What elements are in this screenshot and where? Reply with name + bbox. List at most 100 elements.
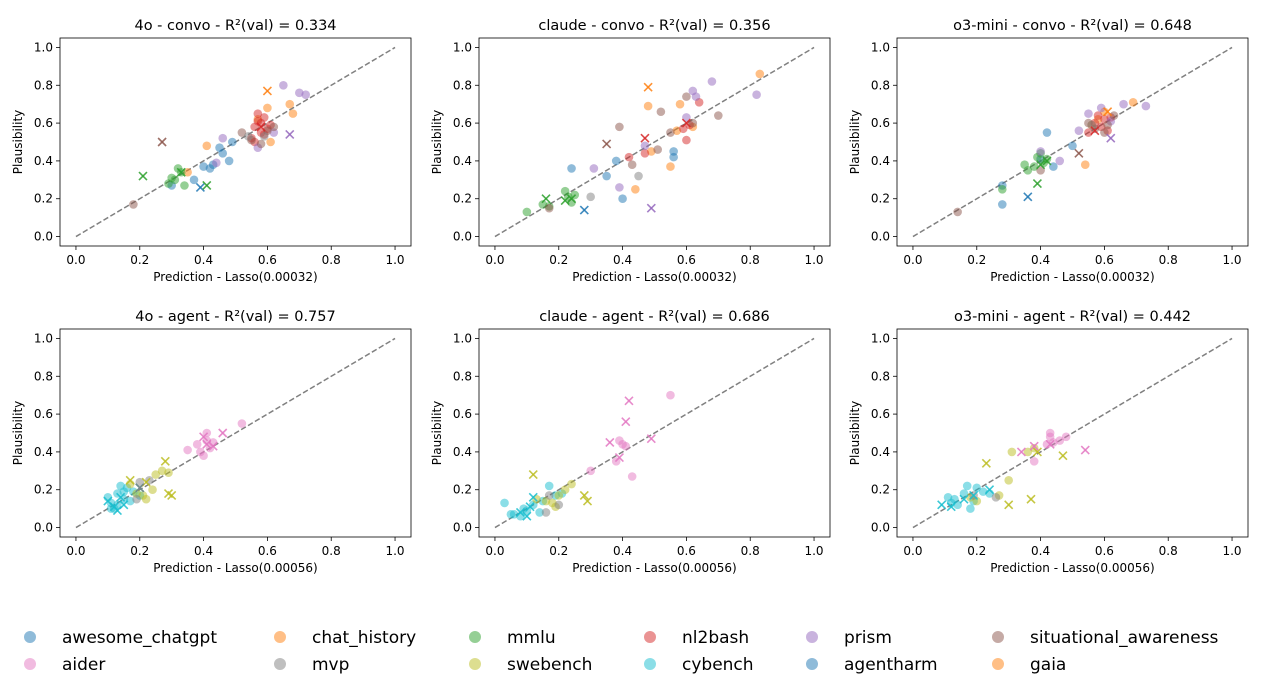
point-x-cybench: [119, 500, 129, 510]
point-prism: [1084, 109, 1093, 118]
y-tick-label: 0.4: [34, 154, 53, 168]
x-axis-label: Prediction - Lasso(0.00032): [990, 270, 1154, 284]
y-axis-label: Plausibility: [11, 110, 25, 175]
x-tick-label: 0.4: [1031, 253, 1050, 267]
point-cybench: [535, 508, 544, 517]
subplot-3: 4o - agent - R²(val) = 0.757 0.0 0.2 0.4 0.6…: [11, 309, 412, 575]
x-tick-label: 0.8: [1159, 544, 1178, 558]
legend-marker: [806, 631, 818, 643]
point-x-aider: [646, 434, 656, 444]
point-nl2bash: [624, 152, 634, 162]
point-x-swebench: [1032, 447, 1042, 457]
point-mmlu: [1023, 166, 1033, 175]
subplot-0: 4o - convo - R²(val) = 0.334 0.0 0.2 0.4 0.6…: [11, 18, 412, 284]
y-tick-label: 0.2: [34, 192, 53, 206]
point-cybench: [959, 489, 969, 498]
y-tick-label: 0.6: [871, 407, 890, 421]
point-situational_awareness: [129, 200, 138, 209]
x-tick-label: 1.0: [385, 253, 404, 267]
x-tick-label: 0.2: [549, 253, 568, 267]
y-tick-label: 0.4: [871, 445, 890, 459]
point-mvp: [1087, 120, 1096, 130]
point-chat_history: [1080, 160, 1090, 169]
point-x-aider: [208, 441, 218, 451]
y-tick-label: 0.2: [34, 483, 53, 497]
point-chat_history: [631, 184, 640, 194]
point-swebench: [141, 494, 151, 504]
y-axis-label: Plausibility: [11, 401, 25, 466]
legend-label: swebench: [507, 655, 592, 675]
point-x-situational_awareness: [1074, 148, 1084, 158]
y-tick-label: 0.4: [34, 445, 53, 459]
y-axis-label: Plausibility: [430, 401, 444, 466]
point-nl2bash: [1093, 111, 1103, 120]
y-tick-label: 0.6: [871, 116, 890, 130]
point-x-mmlu: [202, 180, 212, 191]
axes-frame: [59, 328, 412, 538]
legend-entry: prism: [806, 628, 892, 648]
point-aider: [621, 441, 631, 451]
x-tick-label: 0.8: [322, 253, 341, 267]
y-tick-label: 0.8: [871, 369, 890, 383]
point-prism: [301, 90, 311, 100]
subplot-grid: 4o - convo - R²(val) = 0.334 0.0 0.2 0.4 0.6…: [11, 18, 1249, 575]
legend-entry: cybench: [644, 655, 754, 675]
point-chat_history: [1128, 97, 1138, 107]
axes-frame: [896, 37, 1249, 247]
point-swebench: [164, 468, 173, 478]
point-x-mmlu: [1036, 160, 1046, 170]
point-awesome_chatgpt: [224, 156, 234, 166]
point-prism: [589, 164, 599, 173]
point-aider: [183, 445, 192, 455]
point-x-prism: [285, 129, 295, 140]
y-tick-label: 0.4: [453, 154, 472, 168]
y-tick-label: 1.0: [453, 40, 472, 54]
x-tick-label: 1.0: [1222, 544, 1241, 558]
legend-label: gaia: [1030, 655, 1066, 675]
point-nl2bash: [640, 149, 650, 158]
legend-marker: [644, 658, 656, 670]
x-tick-label: 0.8: [322, 544, 341, 558]
point-x-swebench: [1026, 494, 1036, 504]
point-x-awesome_chatgpt: [579, 205, 589, 215]
point-x-aider: [199, 432, 209, 442]
point-x-swebench: [167, 490, 177, 500]
x-axis-label: Prediction - Lasso(0.00056): [990, 561, 1154, 575]
y-tick-label: 0.0: [453, 230, 472, 244]
y-axis-label: Plausibility: [430, 110, 444, 175]
point-prism: [615, 183, 624, 192]
y-tick-label: 0.0: [871, 230, 890, 244]
point-cybench: [544, 481, 554, 491]
point-x-mmlu: [566, 194, 577, 204]
point-awesome_chatgpt: [205, 164, 215, 173]
point-chat_history: [755, 69, 765, 79]
point-situational_awareness: [688, 118, 698, 128]
point-x-aider: [202, 439, 212, 449]
point-cybench: [950, 494, 959, 504]
legend-label: agentharm: [844, 655, 938, 675]
point-x-cybench: [116, 492, 126, 502]
legend-label: mvp: [312, 655, 349, 675]
y-tick-label: 0.0: [871, 521, 890, 535]
point-cybench: [962, 481, 972, 491]
legend-label: nl2bash: [682, 628, 749, 648]
y-tick-label: 0.6: [453, 407, 472, 421]
point-x-aider: [1080, 445, 1090, 455]
point-aider: [192, 440, 202, 449]
point-nl2bash: [1084, 128, 1093, 137]
point-swebench: [1007, 447, 1017, 457]
legend-label: prism: [844, 628, 892, 648]
subplot-4: claude - agent - R²(val) = 0.686 0.0 0.2 0.…: [430, 309, 831, 575]
point-awesome_chatgpt: [218, 149, 228, 158]
point-prism: [640, 141, 650, 151]
legend-entry: chat_history: [274, 628, 416, 648]
point-x-cybench: [937, 500, 947, 510]
x-tick-label: 0.0: [903, 544, 922, 558]
point-mvp: [541, 508, 551, 517]
legend-label: aider: [62, 655, 105, 675]
axes-frame: [478, 37, 831, 247]
x-tick-label: 0.2: [130, 544, 149, 558]
x-tick-label: 0.8: [741, 253, 760, 267]
subplot-5: o3-mini - agent - R²(val) = 0.442 0.0 0.2 0…: [848, 309, 1249, 575]
point-mvp: [544, 491, 554, 500]
